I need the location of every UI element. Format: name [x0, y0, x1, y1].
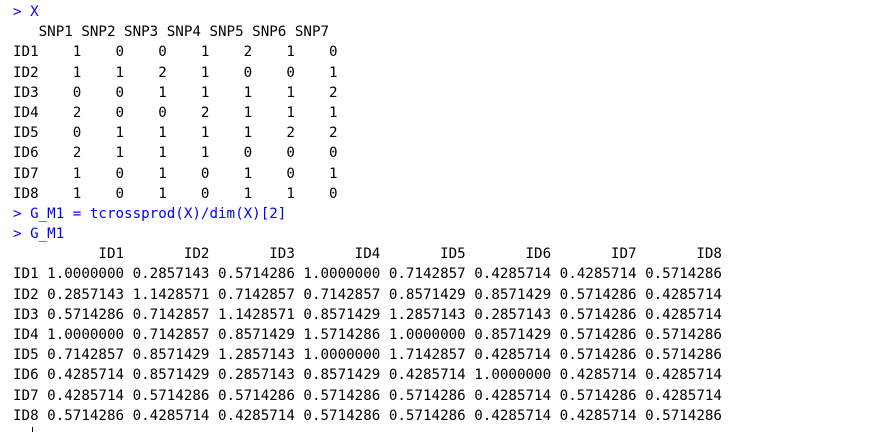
matrix-x-row: ID5 0 1 1 1 1 2 2	[13, 125, 338, 142]
matrix-g-row: ID8 0.5714286 0.4285714 0.4285714 0.5714…	[13, 407, 722, 424]
matrix-x-row: ID7 1 0 1 0 1 0 1	[13, 165, 338, 182]
matrix-x-row: ID6 2 1 1 1 0 0 0	[13, 145, 338, 162]
console-command: G_M1	[30, 226, 65, 243]
console-command: X	[30, 4, 39, 20]
matrix-g-header: ID1 ID2 ID3 ID4 ID5 ID6 ID7 ID8	[13, 246, 722, 263]
matrix-g-row: ID4 1.0000000 0.7142857 0.8571429 1.5714…	[13, 327, 722, 343]
console-prompt: >	[13, 205, 22, 222]
matrix-g-row: ID3 0.5714286 0.7142857 1.1428571 0.8571…	[13, 306, 722, 323]
text-cursor	[32, 426, 34, 432]
matrix-x-row: ID2 1 1 2 1 0 0 1	[13, 64, 338, 81]
console-line-command: > G_M1	[13, 224, 887, 244]
console-prompt: >	[13, 226, 22, 243]
matrix-x-row: ID1 1 0 0 1 2 1 0	[13, 44, 338, 61]
matrix-g-row: ID6 0.4285714 0.8571429 0.2857143 0.8571…	[13, 367, 722, 384]
matrix-g-row: ID2 0.2857143 1.1428571 0.7142857 0.7142…	[13, 286, 722, 303]
matrix-x-header: SNP1 SNP2 SNP3 SNP4 SNP5 SNP6 SNP7	[13, 24, 330, 41]
matrix-g-row: ID5 0.7142857 0.8571429 1.2857143 1.0000…	[13, 347, 722, 364]
console-input-line[interactable]: >	[13, 426, 887, 432]
matrix-x-row: ID4 2 0 0 2 1 1 1	[13, 104, 338, 121]
console-line-command: > G_M1 = tcrossprod(X)/dim(X)[2]	[13, 204, 887, 224]
console-command: G_M1 = tcrossprod(X)/dim(X)[2]	[30, 205, 287, 222]
console-prompt: >	[13, 428, 22, 432]
matrix-x-row: ID3 0 0 1 1 1 1 2	[13, 84, 338, 101]
console-prompt: >	[13, 4, 22, 20]
matrix-g-row: ID7 0.4285714 0.5714286 0.5714286 0.5714…	[13, 387, 722, 404]
matrix-g-row: ID1 1.0000000 0.2857143 0.5714286 1.0000…	[13, 266, 722, 283]
console-line-command: > X	[13, 2, 887, 22]
matrix-x-row: ID8 1 0 1 0 1 1 0	[13, 185, 338, 202]
